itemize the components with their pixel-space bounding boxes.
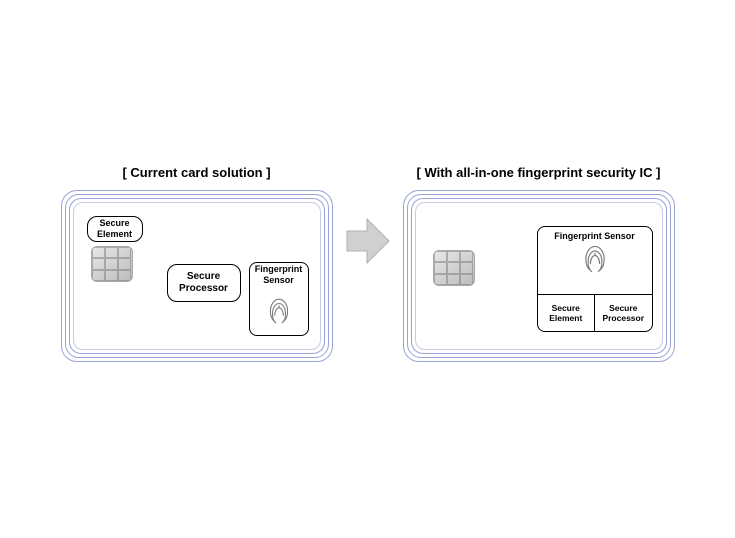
card-current: Secure Element Secure Processor Fingerpr… bbox=[61, 190, 333, 362]
right-column: [ With all-in-one fingerprint security I… bbox=[403, 165, 675, 362]
right-title: [ With all-in-one fingerprint security I… bbox=[417, 165, 661, 180]
secure-element-label: Secure Element bbox=[87, 216, 143, 242]
secure-processor-cell: Secure Processor bbox=[595, 295, 652, 331]
fingerprint-icon bbox=[266, 296, 292, 326]
label-text: Secure Processor bbox=[602, 303, 644, 323]
all-in-one-ic-block: Fingerprint Sensor bbox=[537, 226, 653, 332]
fingerprint-sensor-label: Fingerprint Sensor bbox=[249, 262, 309, 288]
fingerprint-sensor-body bbox=[249, 286, 309, 336]
label-text: Secure Processor bbox=[179, 271, 228, 295]
arrow-right-icon bbox=[345, 215, 391, 267]
label-text: Fingerprint Sensor bbox=[554, 231, 635, 241]
diagram-stage: [ Current card solution ] Secure Element… bbox=[0, 165, 735, 362]
secure-processor-block: Secure Processor bbox=[167, 264, 241, 302]
left-column: [ Current card solution ] Secure Element… bbox=[61, 165, 333, 362]
label-text: Fingerprint Sensor bbox=[255, 264, 303, 286]
fingerprint-sensor-section: Fingerprint Sensor bbox=[538, 227, 652, 294]
chip-icon bbox=[433, 250, 475, 286]
label-text: Secure Element bbox=[97, 218, 132, 240]
secure-element-cell: Secure Element bbox=[538, 295, 596, 331]
left-title: [ Current card solution ] bbox=[122, 165, 270, 180]
card-allinone: Fingerprint Sensor bbox=[403, 190, 675, 362]
chip-icon bbox=[91, 246, 133, 282]
fingerprint-icon bbox=[581, 243, 609, 275]
label-text: Secure Element bbox=[549, 303, 582, 323]
